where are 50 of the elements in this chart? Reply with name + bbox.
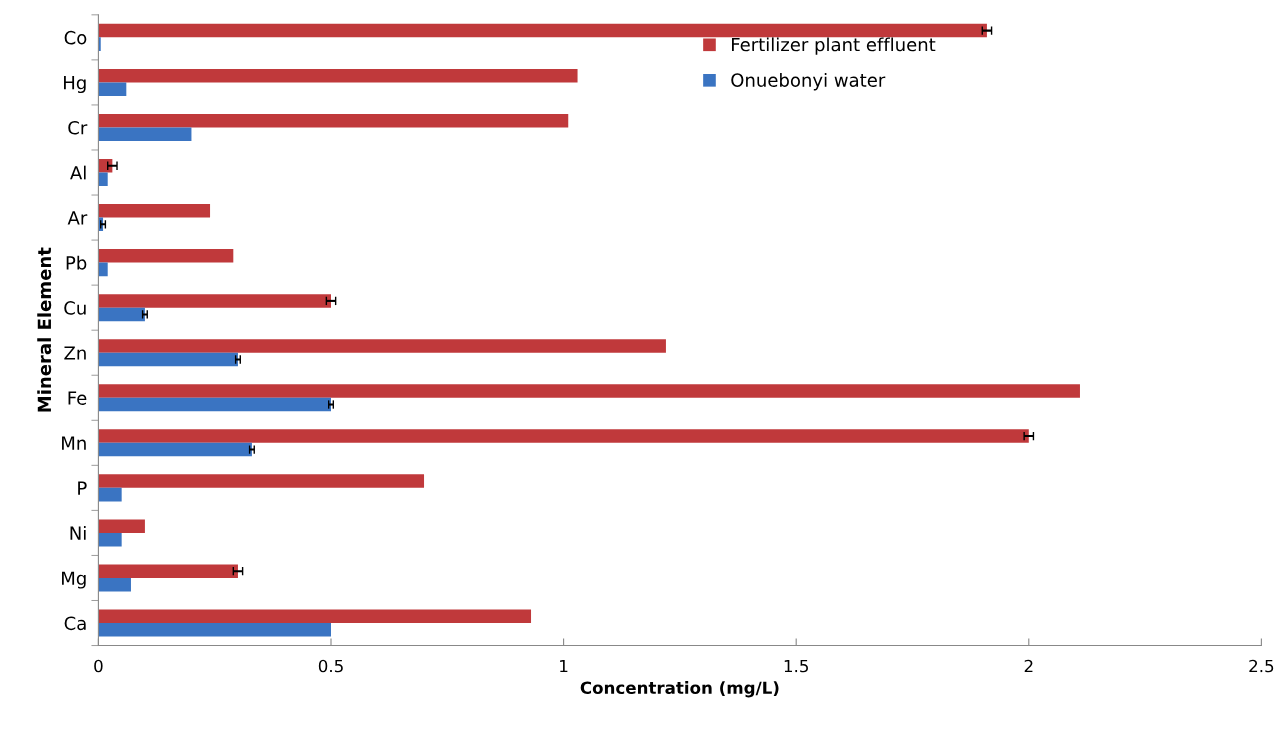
y-tick-label: Ca [64,616,86,631]
y-tick-label: Mg [62,571,86,589]
bar [98,82,127,96]
bar [98,113,569,128]
bar [98,397,331,412]
bar [98,307,145,322]
bar [98,487,122,502]
bar [98,204,211,218]
bar [98,37,101,51]
y-tick-label: Cr [68,120,88,135]
y-tick-label: Hg [64,76,86,94]
x-tick-label: 1 [560,659,568,673]
y-tick-label: Cu [64,301,86,315]
bar [98,532,122,547]
x-tick-label: 2 [1024,659,1033,673]
bar [98,442,252,457]
y-axis-title: Mineral Element [37,247,52,412]
y-tick-label: Mn [62,436,86,450]
y-tick-label: Al [70,165,86,180]
bar [98,623,331,637]
y-tick-label: Fe [68,391,87,405]
y-tick-label: Pb [66,255,87,270]
bar [98,519,145,533]
x-axis-title: Concentration (mg/L) [580,681,779,698]
bar [98,352,238,367]
bar [98,474,425,488]
legend-label: Fertilizer plant effluent [732,37,936,55]
bar [98,294,331,308]
bar [98,577,131,592]
legend-label: Onuebonyi water [731,72,886,91]
bar [98,172,108,187]
bar [98,564,238,578]
bar [98,159,113,173]
y-tick-label: Zn [64,346,86,360]
x-tick-label: 2.5 [1249,659,1274,673]
y-tick-label: Ar [67,211,88,225]
x-tick-label: 1.5 [784,659,808,673]
bar [98,339,666,353]
bar [98,429,1029,443]
bar [98,609,532,624]
bar [98,384,1080,398]
bar [98,127,192,141]
x-tick-label: 0 [94,659,103,673]
y-tick-label: Ni [70,526,86,540]
bar [98,262,108,277]
bar [98,68,578,83]
bar [98,249,234,263]
y-tick-label: Co [64,30,87,45]
y-tick-label: P [78,481,87,495]
x-tick-label: 0.5 [318,659,343,673]
